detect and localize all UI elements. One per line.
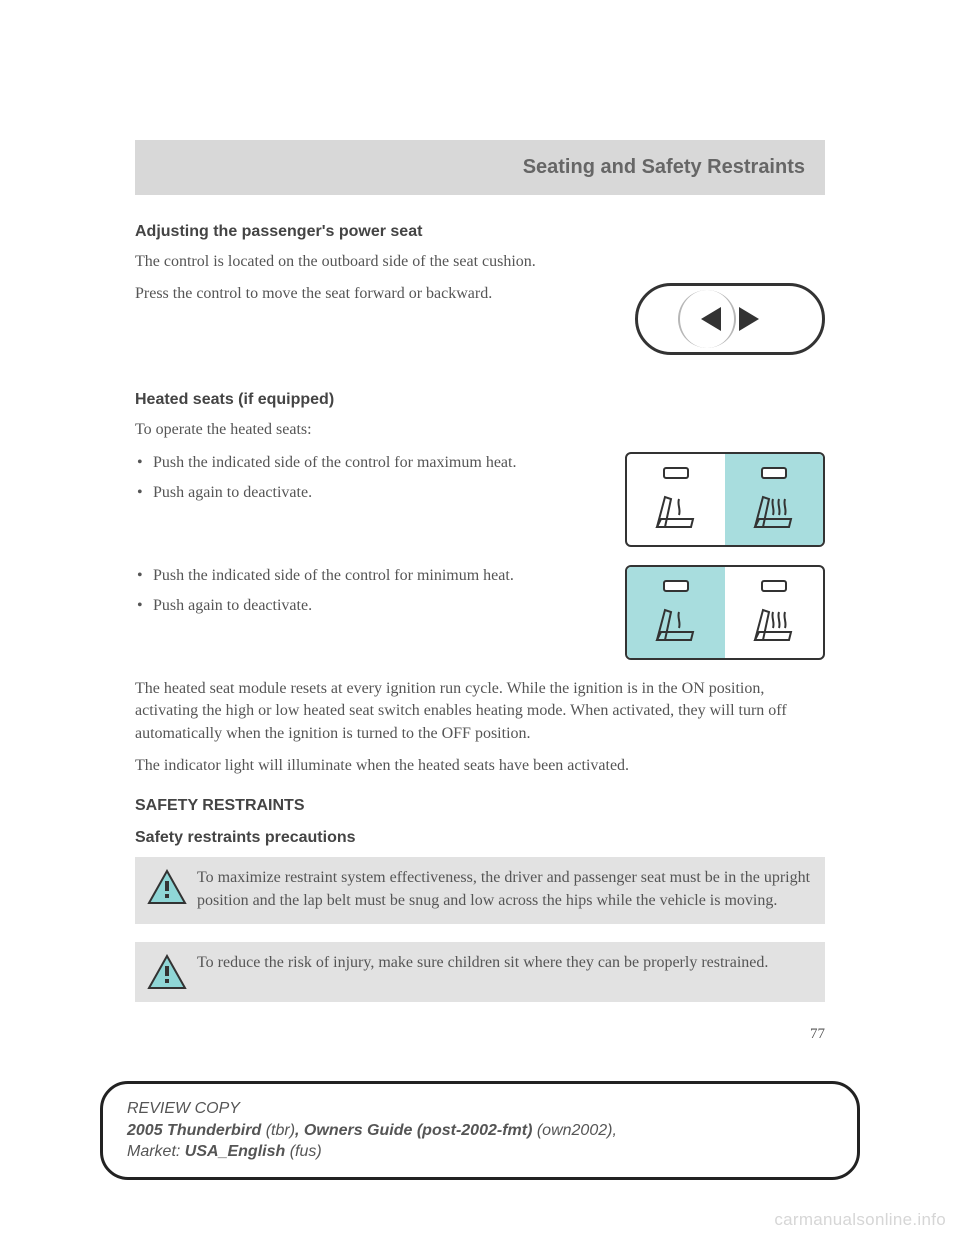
- text-col: Push the indicated side of the control f…: [135, 565, 625, 626]
- inner-oval-detail: [678, 290, 736, 348]
- seat-low-icon: [651, 596, 701, 644]
- bullet-min-push: Push the indicated side of the control f…: [135, 565, 605, 587]
- heading-precautions: Safety restraints precautions: [135, 829, 825, 847]
- p-heated-intro: To operate the heated seats:: [135, 419, 825, 441]
- arrow-right-icon: [739, 307, 759, 331]
- vehicle-code: (tbr): [261, 1122, 295, 1139]
- footer-line-1: REVIEW COPY: [127, 1098, 833, 1120]
- row-heated-max: Push the indicated side of the control f…: [135, 452, 825, 547]
- market-value: USA_English: [185, 1143, 285, 1160]
- indicator-led-icon: [663, 467, 689, 479]
- row-seat-control: Press the control to move the seat forwa…: [135, 283, 825, 355]
- bullet-list: Push the indicated side of the control f…: [135, 452, 605, 505]
- market-code: (fus): [285, 1143, 321, 1160]
- heated-seat-panel-max: [625, 452, 825, 547]
- guide-code: (own2002),: [532, 1122, 617, 1139]
- indicator-led-icon: [761, 467, 787, 479]
- seat-high-icon: [749, 483, 799, 531]
- footer-panel: REVIEW COPY 2005 Thunderbird (tbr), Owne…: [100, 1081, 860, 1180]
- heading-adjusting: Adjusting the passenger's power seat: [135, 223, 825, 241]
- text-col: Push the indicated side of the control f…: [135, 452, 625, 513]
- img-col: [625, 452, 825, 547]
- indicator-led-icon: [663, 580, 689, 592]
- seat-high-icon: [749, 596, 799, 644]
- warning-text-2: To reduce the risk of injury, make sure …: [197, 954, 768, 971]
- row-heated-min: Push the indicated side of the control f…: [135, 565, 825, 660]
- bullet-max-deactivate: Push again to deactivate.: [135, 482, 605, 504]
- watermark: carmanualsonline.info: [774, 1210, 946, 1230]
- seat-low-icon: [651, 483, 701, 531]
- vehicle-model: 2005 Thunderbird: [127, 1122, 261, 1139]
- footer-line-3: Market: USA_English (fus): [127, 1141, 833, 1163]
- warning-text-1: To maximize restraint system effectivene…: [197, 869, 810, 908]
- review-copy-label: REVIEW COPY: [127, 1100, 240, 1117]
- market-label: Market:: [127, 1143, 185, 1160]
- indicator-led-icon: [761, 580, 787, 592]
- warning-triangle-icon: [147, 954, 187, 990]
- section-header: Seating and Safety Restraints: [135, 140, 825, 195]
- footer-line-2: 2005 Thunderbird (tbr), Owners Guide (po…: [127, 1120, 833, 1142]
- warning-triangle-icon: [147, 869, 187, 905]
- p-press-control: Press the control to move the seat forwa…: [135, 283, 615, 305]
- heated-high-side: [725, 567, 823, 658]
- img-col: [635, 283, 825, 355]
- text-col: Press the control to move the seat forwa…: [135, 283, 635, 315]
- bullet-min-deactivate: Push again to deactivate.: [135, 595, 605, 617]
- warning-box-1: To maximize restraint system effectivene…: [135, 857, 825, 924]
- guide-title: Owners Guide (post-2002-fmt): [304, 1122, 532, 1139]
- p-indicator-light: The indicator light will illuminate when…: [135, 755, 825, 777]
- heated-low-side: [627, 454, 725, 545]
- heated-seat-panel-min: [625, 565, 825, 660]
- warning-box-2: To reduce the risk of injury, make sure …: [135, 942, 825, 1002]
- sep: ,: [295, 1122, 304, 1139]
- p-heated-reset: The heated seat module resets at every i…: [135, 678, 825, 745]
- heated-low-side-active: [627, 567, 725, 658]
- heading-heated-seats: Heated seats (if equipped): [135, 391, 825, 409]
- heated-high-side-active: [725, 454, 823, 545]
- seat-forward-back-control: [635, 283, 825, 355]
- page-number: 77: [135, 1026, 825, 1043]
- img-col: [625, 565, 825, 660]
- heading-safety-restraints: SAFETY RESTRAINTS: [135, 797, 825, 815]
- bullet-list: Push the indicated side of the control f…: [135, 565, 605, 618]
- p-control-location: The control is located on the outboard s…: [135, 251, 825, 273]
- bullet-max-push: Push the indicated side of the control f…: [135, 452, 605, 474]
- page-content: Seating and Safety Restraints Adjusting …: [0, 0, 960, 1043]
